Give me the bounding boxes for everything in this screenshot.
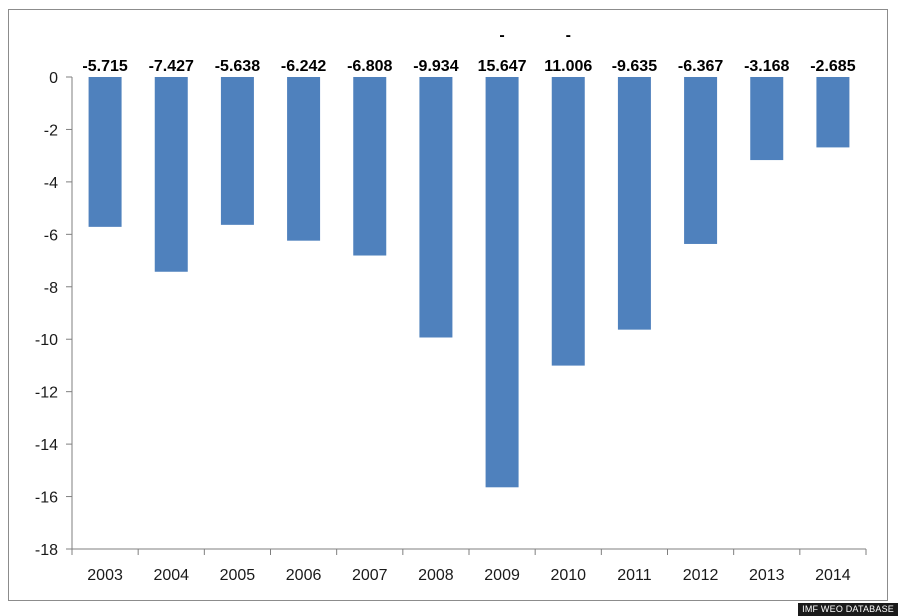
y-tick-label: -14 — [35, 437, 58, 454]
data-label: -6.242 — [281, 58, 326, 75]
x-tick-label: 2013 — [749, 567, 785, 584]
x-tick-label: 2012 — [683, 567, 719, 584]
x-tick-label: 2003 — [87, 567, 123, 584]
bar — [750, 77, 784, 161]
x-tick-label: 2014 — [815, 567, 851, 584]
y-tick-label: -18 — [35, 542, 58, 559]
x-tick-label: 2006 — [286, 567, 322, 584]
x-tick-label: 2010 — [550, 567, 586, 584]
data-label: -9.635 — [612, 58, 657, 75]
bar — [419, 77, 453, 338]
y-tick-label: -2 — [44, 122, 58, 139]
data-label: -5.715 — [82, 58, 127, 75]
x-tick-label: 2005 — [220, 567, 256, 584]
data-label: 15.647 — [478, 58, 527, 75]
bar — [154, 77, 188, 272]
bar — [88, 77, 122, 227]
y-tick-label: -10 — [35, 332, 58, 349]
x-tick-label: 2004 — [153, 567, 189, 584]
data-label: -6.367 — [678, 58, 723, 75]
data-label-prefix: - — [499, 27, 504, 44]
data-label: 11.006 — [544, 58, 592, 75]
bar — [551, 77, 585, 366]
bar — [287, 77, 321, 241]
data-label: -2.685 — [810, 58, 855, 75]
y-tick-label: -12 — [35, 385, 58, 402]
x-tick-label: 2011 — [617, 567, 652, 584]
data-label: -3.168 — [744, 58, 789, 75]
data-label: -5.638 — [215, 58, 260, 75]
y-tick-label: -6 — [44, 227, 58, 244]
y-tick-label: -4 — [44, 175, 58, 192]
bar — [353, 77, 387, 256]
x-tick-label: 2009 — [484, 567, 520, 584]
bar — [684, 77, 718, 244]
data-label: -6.808 — [347, 58, 392, 75]
y-tick-label: 0 — [49, 70, 58, 87]
x-tick-label: 2007 — [352, 567, 388, 584]
data-label: -7.427 — [149, 58, 194, 75]
y-tick-label: -8 — [44, 280, 58, 297]
data-label: -9.934 — [413, 58, 458, 75]
x-tick-label: 2008 — [418, 567, 454, 584]
bar — [816, 77, 850, 148]
bar — [617, 77, 651, 330]
bar — [220, 77, 254, 225]
data-label-prefix: - — [566, 27, 571, 44]
y-tick-label: -16 — [35, 490, 58, 507]
source-credit: IMF WEO DATABASE — [798, 603, 898, 616]
bar — [485, 77, 519, 488]
